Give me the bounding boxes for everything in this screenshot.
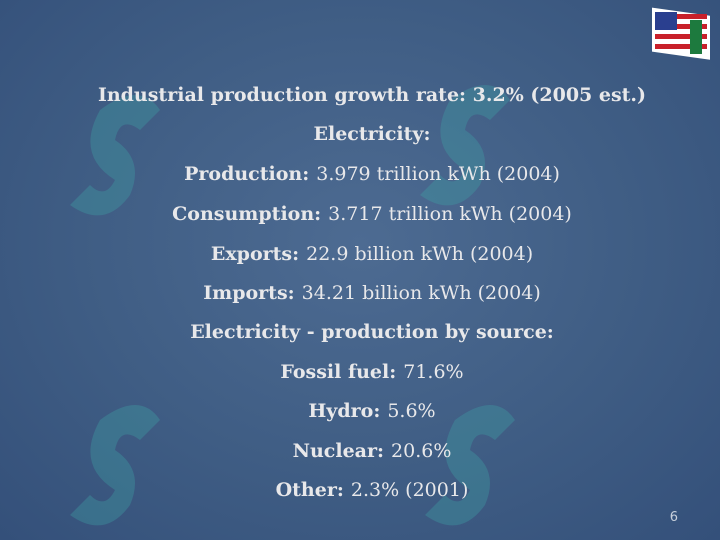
text-line: Exports: 22.9 billion kWh (2004) [0,243,720,265]
watermark [70,85,515,526]
line-label: Industrial production growth rate: 3.2% … [97,84,647,106]
text-line: Production: 3.979 trillion kWh (2004) [0,163,720,185]
line-label: Consumption: [172,203,322,225]
text-line: Industrial production growth rate: 3.2% … [0,84,720,106]
line-text: 2.3% (2001) [350,479,469,501]
line-label: Imports: [203,282,295,304]
line-label: Nuclear: [292,440,385,462]
text-line: Nuclear: 20.6% [0,440,720,462]
line-label: Fossil fuel: [280,361,397,383]
line-label: Hydro: [308,400,381,422]
flag-logo [652,7,710,60]
text-line: Electricity: [0,123,720,145]
line-label: Production: [184,163,310,185]
line-label: Electricity: [313,123,431,145]
line-label: Exports: [210,243,300,265]
line-text: 5.6% [387,400,436,422]
line-text: 71.6% [403,361,464,383]
line-text: 22.9 billion kWh (2004) [306,243,534,265]
line-text: 3.717 trillion kWh (2004) [328,203,572,225]
text-line: Fossil fuel: 71.6% [0,361,720,383]
page-number: 6 [669,510,678,525]
text-line: Hydro: 5.6% [0,400,720,422]
line-text: 20.6% [391,440,452,462]
text-line: Electricity - production by source: [0,321,720,343]
line-text: 3.979 trillion kWh (2004) [316,163,560,185]
line-label: Electricity - production by source: [190,321,554,343]
text-line: Consumption: 3.717 trillion kWh (2004) [0,203,720,225]
line-label: Other: [275,479,344,501]
line-text: 34.21 billion kWh (2004) [301,282,541,304]
text-line: Other: 2.3% (2001) [0,479,720,501]
text-line: Imports: 34.21 billion kWh (2004) [0,282,720,304]
